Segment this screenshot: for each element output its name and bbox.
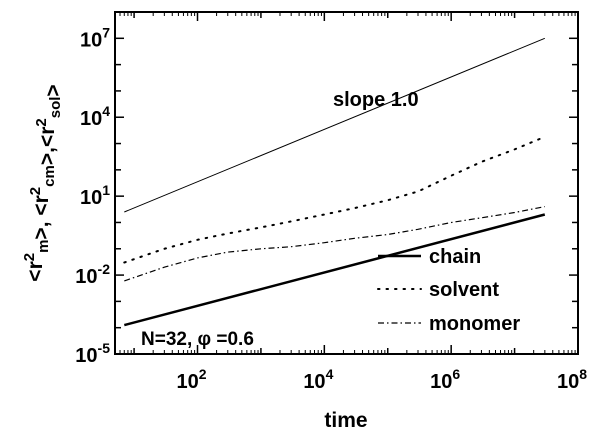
y-tick-label: 10-2 [75, 261, 110, 288]
condition-annotation: N=32, φ =0.6 [141, 329, 254, 350]
series-line-solvent [123, 135, 546, 264]
y-tick-label: 10-5 [75, 340, 110, 367]
legend: chain solvent monomer [377, 246, 520, 335]
series-line-monomer [124, 206, 545, 282]
x-tick-label: 104 [303, 366, 333, 393]
series-line-chain [123, 213, 546, 327]
x-tick-label: 102 [176, 366, 206, 393]
legend-label-monomer: monomer [429, 313, 520, 335]
y-tick-label: 107 [80, 24, 110, 51]
tick-labels: 102 104 106 108 10-5 10-2 101 104 107 [75, 24, 587, 393]
y-axis-label: <r2m>, <r2cm>,<r2sol> [21, 84, 65, 281]
axis-ticks [114, 11, 579, 355]
x-axis-label: time [324, 409, 367, 432]
legend-label-solvent: solvent [429, 279, 499, 301]
y-tick-label: 101 [80, 182, 110, 209]
series-lines [123, 37, 546, 327]
reference-line-slope [124, 37, 545, 213]
legend-label-chain: chain [429, 246, 481, 268]
slope-label: slope 1.0 [333, 89, 419, 111]
x-tick-label: 106 [430, 366, 460, 393]
y-tick-label: 104 [80, 103, 110, 130]
x-tick-label: 108 [557, 366, 587, 393]
plot-frame [114, 11, 579, 355]
